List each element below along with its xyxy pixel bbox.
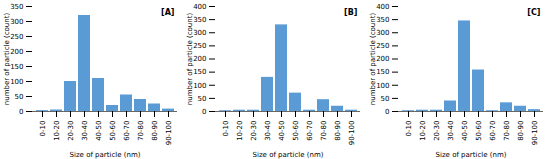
svg-text:400: 400 [193,3,206,11]
svg-text:[C]: [C] [527,8,540,17]
svg-text:350: 350 [10,3,23,11]
svg-text:90-100: 90-100 [531,121,539,146]
svg-text:0: 0 [202,108,206,116]
svg-text:400: 400 [376,3,389,11]
svg-text:0: 0 [385,108,389,116]
svg-text:0-10: 0-10 [405,121,413,137]
svg-text:100: 100 [193,81,206,89]
svg-text:20-30: 20-30 [67,121,75,141]
svg-text:50-60: 50-60 [292,121,300,141]
svg-text:250: 250 [376,42,389,50]
svg-text:70-80: 70-80 [503,121,511,141]
svg-text:70-80: 70-80 [137,121,145,141]
svg-text:0-10: 0-10 [39,121,47,137]
svg-text:300: 300 [193,29,206,37]
svg-text:[B]: [B] [344,8,357,17]
svg-text:30-40: 30-40 [81,121,89,141]
svg-text:number of particle (count): number of particle (count) [3,13,11,106]
svg-text:20-30: 20-30 [433,121,441,141]
svg-text:100: 100 [10,78,23,86]
svg-text:50: 50 [15,93,24,101]
svg-text:10-20: 10-20 [236,121,244,141]
svg-text:0: 0 [19,108,23,116]
svg-text:50: 50 [381,95,390,103]
svg-text:200: 200 [193,55,206,63]
svg-text:300: 300 [376,29,389,37]
svg-text:40-50: 40-50 [278,121,286,141]
svg-text:20-30: 20-30 [250,121,258,141]
svg-text:80-90: 80-90 [334,121,342,141]
svg-text:90-100: 90-100 [348,121,356,146]
svg-text:250: 250 [10,33,23,41]
svg-text:150: 150 [376,68,389,76]
svg-text:0-10: 0-10 [222,121,230,137]
svg-text:Size of particle (nm): Size of particle (nm) [436,151,507,159]
svg-text:250: 250 [193,42,206,50]
svg-text:50: 50 [198,95,207,103]
svg-text:50-60: 50-60 [475,121,483,141]
svg-text:number of particle (count): number of particle (count) [186,13,194,106]
svg-text:90-100: 90-100 [165,121,173,146]
svg-text:60-70: 60-70 [306,121,314,141]
svg-text:40-50: 40-50 [461,121,469,141]
svg-text:number of particle (count): number of particle (count) [369,13,377,106]
svg-text:[A]: [A] [161,8,175,17]
svg-text:40-50: 40-50 [95,121,103,141]
svg-text:30-40: 30-40 [264,121,272,141]
svg-text:70-80: 70-80 [320,121,328,141]
svg-text:100: 100 [376,81,389,89]
svg-text:150: 150 [10,63,23,71]
svg-text:200: 200 [376,55,389,63]
svg-text:Size of particle (nm): Size of particle (nm) [253,151,324,159]
svg-text:Size of particle (nm): Size of particle (nm) [70,151,141,159]
svg-text:10-20: 10-20 [419,121,427,141]
svg-text:80-90: 80-90 [517,121,525,141]
svg-text:10-20: 10-20 [53,121,61,141]
svg-text:60-70: 60-70 [489,121,497,141]
svg-text:200: 200 [10,48,23,56]
svg-text:350: 350 [193,16,206,24]
svg-text:50-60: 50-60 [109,121,117,141]
svg-text:30-40: 30-40 [447,121,455,141]
svg-text:350: 350 [376,16,389,24]
svg-text:150: 150 [193,68,206,76]
svg-text:60-70: 60-70 [123,121,131,141]
svg-text:80-90: 80-90 [151,121,159,141]
svg-text:300: 300 [10,18,23,26]
